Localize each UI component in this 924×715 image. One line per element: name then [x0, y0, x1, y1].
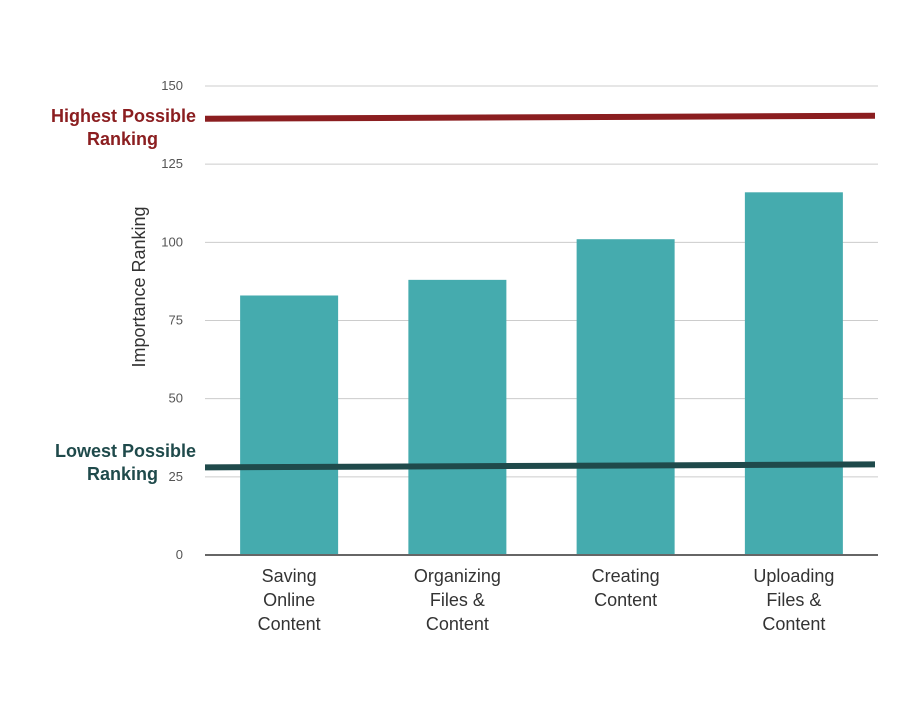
- y-tick-label-0: 0: [176, 547, 183, 562]
- x-category-label-line: Saving: [262, 566, 317, 586]
- reference-label-line: Highest Possible: [51, 106, 196, 126]
- y-tick-label-75: 75: [169, 313, 183, 328]
- x-category-label-line: Files &: [766, 590, 821, 610]
- reference-label-line: Lowest Possible: [55, 441, 196, 461]
- x-category-label-4: Uploading Files & Content: [753, 566, 834, 634]
- y-tick-label-25: 25: [169, 469, 183, 484]
- bar-1: [240, 295, 339, 555]
- x-category-label-2: Organizing Files & Content: [414, 566, 501, 634]
- x-category-label-line: Content: [762, 614, 825, 634]
- lowest-reference-label: Lowest Possible Ranking: [55, 441, 196, 484]
- highest-reference-line: [204, 112, 876, 122]
- x-category-label-line: Online: [263, 590, 315, 610]
- x-category-label-3: Creating Content: [592, 566, 660, 610]
- reference-label-line: Ranking: [87, 129, 158, 149]
- x-category-label-line: Content: [258, 614, 321, 634]
- x-category-label-line: Content: [426, 614, 489, 634]
- y-tick-label-125: 125: [161, 156, 183, 171]
- x-category-label-line: Organizing: [414, 566, 501, 586]
- reference-label-line: Ranking: [87, 464, 158, 484]
- highest-reference-label: Highest Possible Ranking: [51, 106, 196, 149]
- y-tick-label-100: 100: [161, 234, 183, 249]
- x-category-label-1: Saving Online Content: [258, 566, 321, 634]
- x-category-label-line: Content: [594, 590, 657, 610]
- y-axis-title: Importance Ranking: [129, 206, 149, 367]
- x-category-label-line: Files &: [430, 590, 485, 610]
- bar-2: [408, 279, 507, 555]
- x-category-label-line: Uploading: [753, 566, 834, 586]
- bar-3: [576, 239, 675, 555]
- lowest-reference-line: [204, 461, 876, 471]
- y-tick-label-150: 150: [161, 78, 183, 93]
- x-category-label-line: Creating: [592, 566, 660, 586]
- y-tick-label-50: 50: [169, 391, 183, 406]
- bar-4: [744, 192, 843, 555]
